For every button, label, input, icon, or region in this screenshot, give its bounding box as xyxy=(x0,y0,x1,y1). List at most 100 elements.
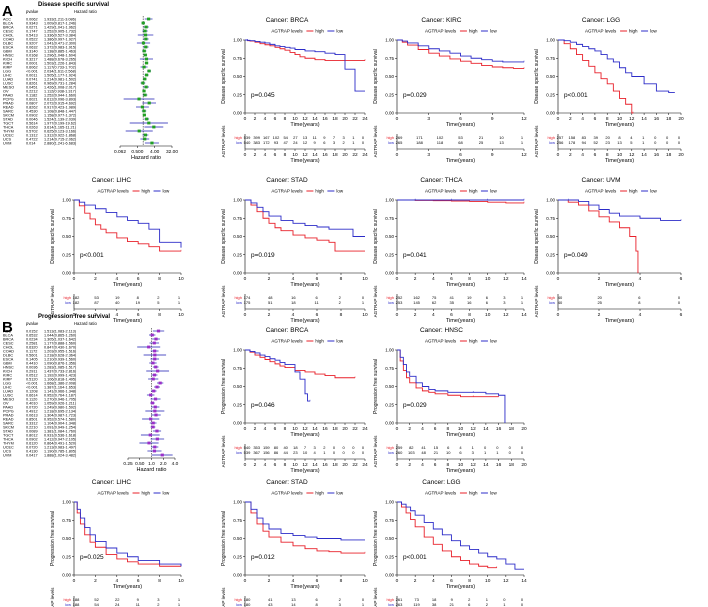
km-x-label: Time(years) xyxy=(446,122,475,128)
km-y-label: Progression free survival xyxy=(50,511,56,566)
km-pvalue: p<0.001 xyxy=(403,554,427,561)
forest-row-name: BRCA xyxy=(3,25,14,29)
forest-row-name: THCA xyxy=(3,125,14,129)
km-y-tick-label: 0.75 xyxy=(233,216,242,221)
km-risk-count-high: 353 xyxy=(253,445,260,450)
km-y-tick-label: 0.50 xyxy=(546,74,555,79)
km-x-tick-label: 10 xyxy=(362,578,368,584)
km-risk-y-label: AGTRAP levels xyxy=(373,587,378,607)
km-risk-count-high: 0 xyxy=(509,445,512,450)
forest-row-name: UCEC xyxy=(3,133,14,137)
km-x-tick-label: 6 xyxy=(680,276,683,282)
forest-x-tick-label: 4.0 xyxy=(172,461,179,467)
forest-row-pvalue: 0.0152 xyxy=(26,329,38,333)
km-curve-low xyxy=(558,199,681,221)
km-x-tick-label: 0 xyxy=(557,116,560,122)
forest-row-name: CHOL xyxy=(3,345,14,349)
km-x-tick-label: 18 xyxy=(509,426,515,432)
forest-row-hr: 1.218(0.628-2.364) xyxy=(44,353,77,357)
km-risk-count-high: 2 xyxy=(468,597,471,602)
km-x-tick-label: 6 xyxy=(274,426,277,432)
km-risk-y-label: AGTRAP levels xyxy=(221,285,226,318)
km-legend-title: AGTRAP levels xyxy=(585,29,617,34)
km-x-tick-label: 4 xyxy=(115,276,118,282)
km-x-tick-label: 10 xyxy=(458,426,464,432)
km-risk-count-low: 103 xyxy=(408,450,415,455)
forest-row-name: COAD xyxy=(3,37,14,41)
km-risk-count-low: 0 xyxy=(521,602,524,607)
forest-row-hr: 1.426(1.008-2.017) xyxy=(44,85,77,89)
km-y-tick-label: 0.50 xyxy=(385,384,394,389)
km-risk-count-low: 1 xyxy=(642,140,645,145)
km-title: Cancer: LIHC xyxy=(92,177,132,184)
forest-estimate-box xyxy=(149,393,153,397)
km-risk-x-tick-label: 12 xyxy=(521,152,527,158)
forest-row-pvalue: 0.5601 xyxy=(26,353,38,357)
forest-row-pvalue: 0.3312 xyxy=(26,421,38,425)
km-y-tick-label: 0.25 xyxy=(233,92,242,97)
km-legend-high: high xyxy=(469,339,478,344)
km-curve-low xyxy=(245,349,310,402)
km-risk-x-tick-label: 2 xyxy=(268,312,271,318)
km-risk-y-label: AGTRAP levels xyxy=(534,285,539,318)
km-legend-high: high xyxy=(315,189,324,194)
km-risk-count-high: 9 xyxy=(451,597,454,602)
forest-estimate-box xyxy=(143,133,148,137)
km-risk-x-tick-label: 6 xyxy=(316,312,319,318)
forest-row-name: LGG xyxy=(3,381,11,385)
km-x-tick-label: 6 xyxy=(316,276,319,282)
km-risk-count-low: 367 xyxy=(253,450,260,455)
km-risk-count-low: 1 xyxy=(352,140,355,145)
forest-row-name: ACC xyxy=(3,17,11,21)
forest-row-pvalue: 0.0168 xyxy=(26,53,38,57)
km-pvalue: p=0.025 xyxy=(80,554,104,561)
km-risk-x-tick-label: 8 xyxy=(468,312,471,318)
km-risk-count-high: 41 xyxy=(449,295,454,300)
forest-estimate-box xyxy=(142,109,146,113)
km-x-tick-label: 6 xyxy=(594,116,597,122)
km-x-tick-label: 2 xyxy=(569,116,572,122)
km-y-tick-label: 0.50 xyxy=(546,234,555,239)
km-x-tick-label: 2 xyxy=(254,426,257,432)
forest-row-pvalue: 0.0417 xyxy=(26,453,38,457)
km-risk-count-low: 265 xyxy=(396,140,403,145)
km-risk-count-low: 2 xyxy=(157,602,160,607)
km-risk-count-low: 2 xyxy=(343,140,346,145)
km-curve-high xyxy=(245,501,365,554)
km-x-tick-label: 20 xyxy=(342,426,348,432)
forest-row-hr: 1.412(0.947-2.105) xyxy=(44,437,77,441)
forest-estimate-box xyxy=(147,345,151,349)
km-legend-low: low xyxy=(336,491,344,496)
km-risk-count-high: 188 xyxy=(73,597,80,602)
forest-estimate-box xyxy=(154,413,158,417)
forest-estimate-box xyxy=(144,45,148,49)
km-x-tick-label: 2 xyxy=(254,116,257,122)
forest-row-pvalue: 0.6614 xyxy=(26,393,38,397)
km-risk-x-tick-label: 0 xyxy=(557,152,560,158)
km-x-tick-label: 6 xyxy=(137,276,140,282)
km-risk-label-high: high xyxy=(234,445,242,450)
forest-row-pvalue: 0.0512 xyxy=(26,373,38,377)
km-risk-count-high: 54 xyxy=(283,135,288,140)
km-x-tick-label: 12 xyxy=(503,578,509,584)
km-risk-label-low: low xyxy=(388,300,394,305)
km-curve-high xyxy=(397,349,499,398)
km-y-tick-label: 0.25 xyxy=(385,92,394,97)
forest-row-name: READ xyxy=(3,417,14,421)
forest-row-pvalue: 0.0089 xyxy=(26,429,38,433)
forest-header-hr: Hazard ratio xyxy=(74,9,97,14)
forest-row-name: COAD xyxy=(3,349,14,353)
km-x-tick-label: 8 xyxy=(158,276,161,282)
km-x-tick-label: 2 xyxy=(414,578,417,584)
km-risk-count-high: 80 xyxy=(274,445,279,450)
forest-row-name: MESO xyxy=(3,397,14,401)
km-y-tick-label: 0.75 xyxy=(62,518,71,523)
forest-estimate-box xyxy=(148,433,152,437)
forest-x-tick-label: 1.0 xyxy=(148,461,155,467)
km-x-label: Time(years) xyxy=(290,122,319,128)
km-risk-count-low: 6 xyxy=(323,140,326,145)
forest-row-hr: 1.138(0.885-1.463) xyxy=(44,49,77,53)
km-risk-count-high: 0 xyxy=(666,135,669,140)
km-legend-low: low xyxy=(490,491,498,496)
forest-row-name: KIRP xyxy=(3,65,12,69)
